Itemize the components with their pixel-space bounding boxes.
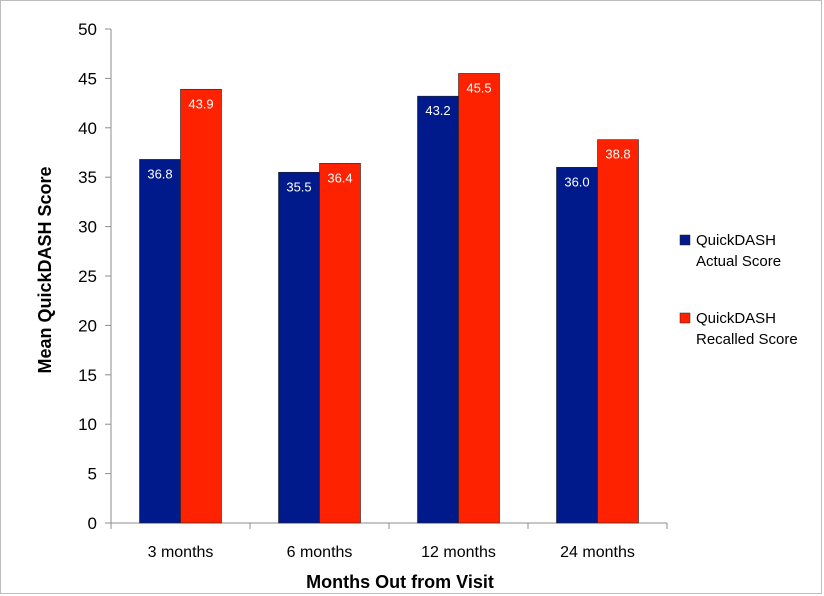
bar — [556, 167, 598, 524]
x-axis-title: Months Out from Visit — [306, 572, 494, 592]
y-tick-label: 5 — [88, 465, 97, 484]
legend-swatch — [679, 312, 691, 324]
bar-data-label: 43.9 — [188, 96, 213, 111]
x-tick-label: 24 months — [560, 544, 635, 561]
bar — [597, 139, 639, 524]
x-tick-label: 3 months — [148, 544, 214, 561]
bar — [417, 95, 459, 524]
y-tick-label: 15 — [78, 366, 97, 385]
legend: QuickDASH Actual Score QuickDASH Recalled S… — [679, 232, 798, 348]
bar-data-label: 38.8 — [605, 147, 630, 162]
bar — [278, 171, 320, 524]
y-tick-label: 45 — [78, 69, 97, 88]
bar-data-label: 45.5 — [466, 80, 491, 95]
bar — [139, 159, 181, 524]
bar — [180, 88, 222, 524]
y-tick-label: 30 — [78, 218, 97, 237]
legend-label: QuickDASH — [696, 310, 776, 327]
legend-label: Actual Score — [696, 253, 781, 270]
x-tick-label: 6 months — [287, 544, 353, 561]
y-tick-label: 10 — [78, 415, 97, 434]
y-tick-label: 40 — [78, 119, 97, 138]
legend-swatch — [679, 234, 691, 246]
bar — [319, 163, 361, 524]
bar-data-label: 36.4 — [327, 170, 352, 185]
bar-data-label: 36.8 — [147, 166, 172, 181]
x-axis: 3 months 6 months 12 months 24 months — [110, 522, 668, 561]
bar-data-label: 43.2 — [425, 103, 450, 118]
legend-label: QuickDASH — [696, 232, 776, 249]
y-tick-label: 0 — [88, 514, 97, 533]
bar — [458, 73, 500, 524]
y-axis: 0 5 10 15 20 25 30 35 40 45 50 — [78, 20, 112, 533]
x-tick-label: 12 months — [421, 544, 496, 561]
y-tick-label: 50 — [78, 20, 97, 39]
bars: 36.8 35.5 43.2 36.0 43.9 36.4 45.5 38.8 — [139, 73, 639, 524]
y-axis-title: Mean QuickDASH Score — [35, 166, 55, 373]
y-tick-label: 25 — [78, 267, 97, 286]
y-tick-label: 20 — [78, 316, 97, 335]
y-tick-label: 35 — [78, 168, 97, 187]
bar-data-label: 35.5 — [286, 179, 311, 194]
bar-data-label: 36.0 — [564, 174, 589, 189]
legend-label: Recalled Score — [696, 331, 798, 348]
